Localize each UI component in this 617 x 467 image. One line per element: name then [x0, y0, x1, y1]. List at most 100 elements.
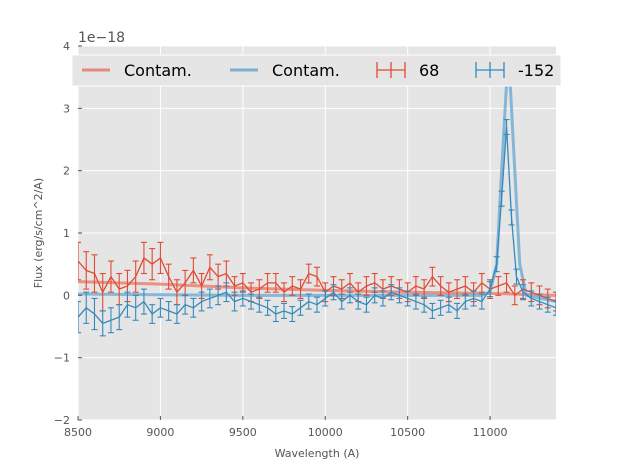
errorbar-point [173, 304, 180, 324]
errorbar-point [330, 284, 337, 301]
errorbar-point [528, 290, 535, 307]
errorbar-point [272, 272, 279, 293]
errorbar-point [314, 296, 320, 313]
errorbar-point [495, 276, 502, 296]
legend-swatch-errorbar-red [376, 62, 406, 78]
x-tick-label: 8500 [64, 426, 92, 439]
errorbar-point [429, 266, 436, 287]
y-tick-label: 0 [63, 289, 70, 302]
errorbar-point [379, 290, 386, 307]
y-scale-offset-label: 1e−18 [78, 30, 125, 46]
errorbar-point [421, 296, 428, 313]
y-axis-ticks: −2 −1 0 1 2 3 4 [54, 40, 82, 427]
errorbar-point [83, 251, 90, 290]
errorbar-point [371, 287, 378, 304]
y-tick-label: −2 [54, 414, 70, 427]
y-tick-label: 4 [63, 40, 70, 53]
errorbar-point [107, 307, 114, 334]
errorbar-point [91, 254, 98, 293]
errorbar-point [508, 209, 515, 226]
errorbar-point [305, 263, 312, 284]
errorbar-point [544, 296, 551, 313]
errorbar-point [487, 281, 494, 298]
errorbar-point [140, 288, 147, 315]
errorbar-point [445, 296, 452, 313]
errorbar-point [470, 290, 477, 307]
errorbar-point [437, 299, 444, 316]
errorbar-point [149, 304, 156, 324]
errorbar-point [396, 287, 403, 304]
y-axis-label: Flux (erg/s/cm^2/A) [32, 178, 45, 288]
errorbar-point [346, 287, 353, 304]
series-2 [78, 241, 556, 312]
legend-label-neg152: -152 [518, 61, 554, 80]
legend-swatch-errorbar-blue [475, 62, 505, 78]
errorbar-point [363, 296, 370, 313]
errorbar-point [478, 293, 485, 310]
errorbar-point [437, 276, 444, 296]
errorbar-point [363, 276, 370, 296]
y-tick-label: −1 [54, 352, 70, 365]
errorbar-point [107, 260, 114, 293]
errorbar-point [388, 284, 395, 301]
errorbar-point [272, 306, 279, 323]
errorbar-point [314, 266, 320, 287]
errorbar-point [412, 293, 419, 310]
errorbar-point [190, 257, 197, 284]
x-tick-label: 9500 [229, 426, 257, 439]
errorbar-point [223, 282, 230, 303]
errorbar-point [124, 291, 131, 318]
errorbar-point [297, 299, 304, 316]
y-tick-label: 3 [63, 102, 70, 115]
errorbar-point [264, 299, 271, 316]
series-3 [78, 119, 556, 337]
errorbar-point [503, 272, 510, 293]
errorbar-point [215, 285, 222, 306]
errorbar-point [248, 293, 255, 310]
errorbar-point [157, 241, 164, 275]
errorbar-point [206, 254, 213, 281]
errorbar-point [454, 279, 461, 300]
errorbar-point [132, 294, 139, 321]
errorbar-point [78, 241, 81, 281]
errorbar-point [503, 119, 510, 136]
x-axis-ticks: 8500 9000 9500 10000 10500 11000 [64, 416, 508, 439]
errorbar-point [305, 293, 312, 310]
errorbar-point [165, 263, 172, 290]
errorbar-point [513, 268, 520, 285]
errorbar-point [239, 290, 246, 307]
errorbar-point [256, 296, 263, 313]
errorbar-point [198, 291, 205, 312]
errorbar-point [289, 306, 296, 323]
errorbar-point [553, 299, 556, 316]
errorbar-point [429, 302, 436, 319]
errorbar-point [99, 310, 106, 337]
x-tick-label: 10000 [308, 426, 343, 439]
errorbar-point [116, 304, 123, 331]
errorbar-point [462, 293, 469, 310]
errorbar-point [322, 290, 329, 307]
errorbar-point [454, 302, 461, 319]
errorbar-point [520, 284, 527, 301]
y-tick-label: 2 [63, 165, 70, 178]
errorbar-point [231, 291, 238, 312]
errorbar-point [498, 190, 505, 207]
errorbar-point [78, 301, 81, 334]
errorbar-point [536, 293, 543, 310]
errorbar-point [206, 288, 213, 309]
errorbar-point [289, 276, 296, 296]
x-tick-label: 9000 [146, 426, 174, 439]
errorbar-point [132, 260, 139, 293]
errorbar-point [281, 302, 288, 319]
x-tick-label: 10500 [390, 426, 425, 439]
errorbar-point [493, 256, 500, 273]
errorbar-point [149, 248, 156, 281]
errorbar-point [157, 297, 164, 318]
x-axis-label: Wavelength (A) [275, 447, 360, 460]
x-tick-label: 11000 [473, 426, 508, 439]
errorbar-point [355, 293, 362, 310]
errorbar-point [91, 297, 98, 331]
errorbar-point [182, 294, 189, 315]
errorbar-point [404, 290, 411, 307]
